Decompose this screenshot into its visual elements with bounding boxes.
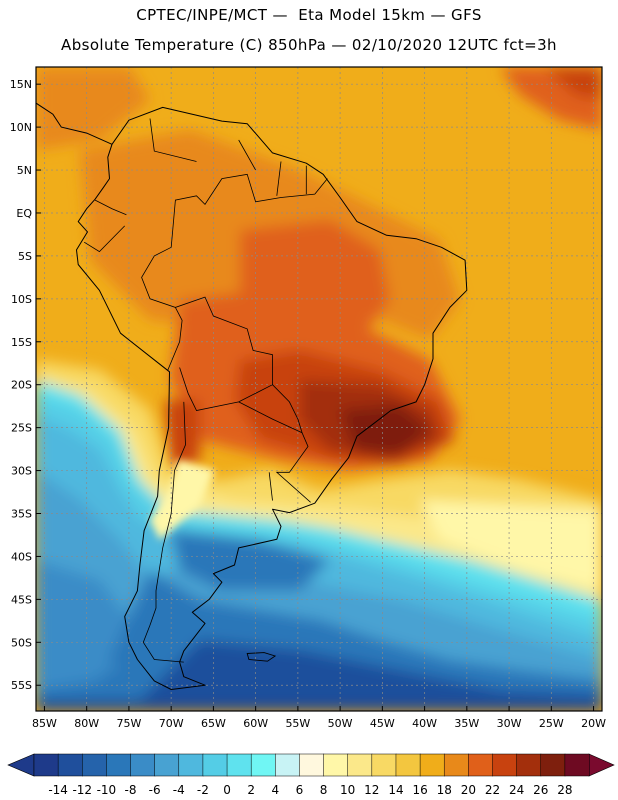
lat-tick-label: 5N	[17, 164, 32, 177]
country-border	[238, 139, 256, 171]
lat-tick-label: 25S	[11, 422, 32, 435]
lon-tick-label: 50W	[328, 717, 353, 730]
colorbar-swatch	[492, 753, 518, 777]
colorbar-label: -2	[197, 783, 209, 797]
lon-tick-label: 80W	[74, 717, 99, 730]
country-border	[179, 367, 273, 411]
country-border	[238, 401, 303, 434]
colorbar-label: -4	[173, 783, 185, 797]
lat-tick-label: 5S	[18, 250, 32, 263]
lon-tick-label: 30W	[497, 717, 522, 730]
colorbar-left-arrow	[7, 753, 35, 777]
country-border	[276, 161, 282, 196]
colorbar: -14 -12 -10 -8 -6 -4 -2 0 2 4 6 8 10 12 14 16 18 20 22 24 26…	[7, 753, 615, 797]
colorbar-swatch	[299, 753, 325, 777]
colorbar-label: 26	[533, 783, 548, 797]
lon-tick-label: 65W	[201, 717, 226, 730]
lon-tick-label: 45W	[370, 717, 395, 730]
colorbar-swatch	[395, 753, 421, 777]
colorbar-swatch	[443, 753, 469, 777]
colorbar-label: 28	[557, 783, 572, 797]
colorbar-label: 22	[485, 783, 500, 797]
colorbar-label: -14	[48, 783, 68, 797]
colorbar-right-arrow	[588, 753, 615, 777]
colorbar-swatch	[154, 753, 180, 777]
lon-tick-label: 55W	[285, 717, 310, 730]
country-border	[167, 307, 183, 371]
lat-tick-label: 50S	[11, 636, 32, 649]
lat-tick-label: 10N	[10, 121, 32, 134]
colorbar-swatch	[33, 753, 59, 777]
colorbar-label: 8	[320, 783, 328, 797]
colorbar-label: 18	[437, 783, 452, 797]
colorbar-label: 20	[461, 783, 476, 797]
temperature-field	[36, 67, 602, 711]
map-grid	[36, 67, 602, 711]
latitude-axis: 15N 10N 5N EQ 5S 10S 15S 20S 25S 30S 35S 40S 45S 50S 5…	[10, 78, 41, 692]
colorbar-label: -6	[149, 783, 161, 797]
colorbar-swatch	[564, 753, 590, 777]
colorbar-label: -12	[72, 783, 92, 797]
colorbar-label: 12	[364, 783, 379, 797]
lon-tick-label: 75W	[116, 717, 141, 730]
lat-tick-label: 20S	[11, 379, 32, 392]
colorbar-label: 24	[509, 783, 524, 797]
colorbar-label: 14	[388, 783, 403, 797]
lon-tick-label: 35W	[454, 717, 479, 730]
colorbar-label: -8	[125, 783, 137, 797]
colorbar-swatch	[178, 753, 204, 777]
country-border	[83, 225, 125, 253]
colorbar-label: 0	[223, 783, 231, 797]
colorbar-label: 10	[340, 783, 355, 797]
lat-tick-label: 45S	[11, 593, 32, 606]
lat-tick-label: 40S	[11, 550, 32, 563]
colorbar-swatch	[516, 753, 542, 777]
colorbar-swatch	[323, 753, 349, 777]
colorbar-label: 4	[271, 783, 279, 797]
lat-tick-label: EQ	[16, 207, 32, 220]
lat-tick-label: 35S	[11, 508, 32, 521]
central-america-coast	[36, 79, 113, 145]
lon-tick-label: 85W	[32, 717, 57, 730]
colorbar-swatch	[419, 753, 445, 777]
colorbar-label: -10	[97, 783, 117, 797]
lon-tick-label: 60W	[243, 717, 268, 730]
colorbar-swatch	[347, 753, 373, 777]
colorbar-swatch	[226, 753, 252, 777]
country-border	[142, 401, 186, 663]
map-boundaries	[36, 79, 468, 690]
longitude-axis: 85W 80W 75W 70W 65W 60W 55W 50W 45W 40W 35W 30W 25W 2…	[32, 706, 606, 730]
plot-frame	[35, 66, 603, 712]
falkland-islands	[246, 652, 277, 662]
colorbar-swatch	[82, 753, 107, 777]
lat-tick-label: 10S	[11, 293, 32, 306]
country-border	[94, 199, 127, 216]
colorbar-label: 16	[412, 783, 427, 797]
title-line-2: Absolute Temperature (C) 850hPa — 02/10/…	[61, 36, 557, 54]
colorbar-swatch	[250, 753, 276, 777]
colorbar-swatch	[468, 753, 494, 777]
lon-tick-label: 20W	[581, 717, 606, 730]
colorbar-swatch	[371, 753, 397, 777]
colorbar-swatch	[202, 753, 228, 777]
colorbar-swatch	[130, 753, 156, 777]
title-line-1: CPTEC/INPE/MCT — Eta Model 15km — GFS	[136, 6, 482, 24]
lon-tick-label: 25W	[539, 717, 564, 730]
colorbar-label: 2	[247, 783, 255, 797]
lat-tick-label: 15N	[10, 78, 32, 91]
country-border	[149, 118, 197, 162]
lon-tick-label: 70W	[159, 717, 184, 730]
lat-tick-label: 15S	[11, 336, 32, 349]
coastline	[76, 106, 468, 690]
colorbar-label: 6	[296, 783, 304, 797]
lat-tick-label: 30S	[11, 465, 32, 478]
colorbar-swatch	[275, 753, 300, 777]
colorbar-swatch	[540, 753, 566, 777]
country-border	[268, 472, 273, 501]
colorbar-swatch	[57, 753, 83, 777]
lon-tick-label: 40W	[412, 717, 437, 730]
lat-tick-label: 55S	[11, 679, 32, 692]
colorbar-swatch	[106, 753, 132, 777]
